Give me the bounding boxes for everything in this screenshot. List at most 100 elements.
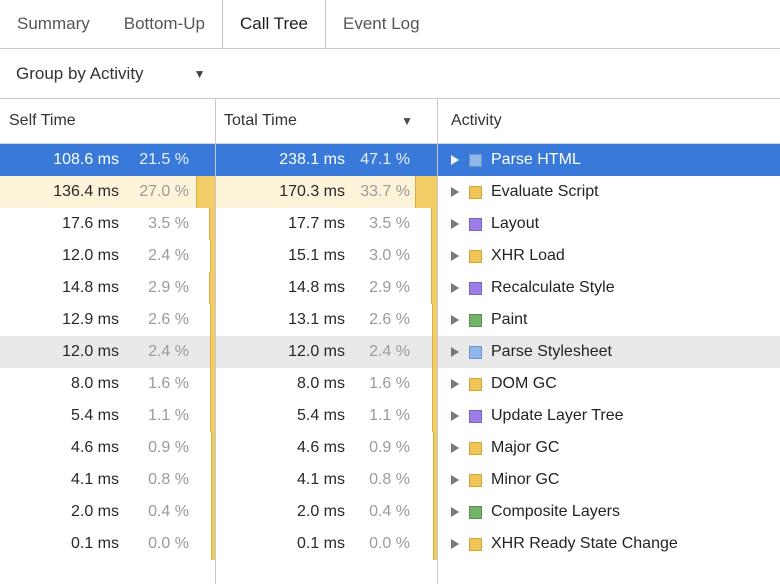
tab-call-tree[interactable]: Call Tree (221, 0, 327, 48)
self-time-cell: 5.4 ms 1.1 % (0, 400, 215, 432)
self-time-percent: 1.1 % (148, 407, 189, 424)
expand-arrow-icon[interactable] (451, 539, 459, 549)
table-row[interactable]: 12.0 ms 2.4 % 15.1 ms 3.0 % XHR Load (0, 240, 780, 272)
activity-label: Major GC (491, 439, 560, 456)
table-row[interactable]: 0.1 ms 0.0 % 0.1 ms 0.0 % XHR Ready Stat… (0, 528, 780, 560)
self-time-percent: 0.8 % (148, 471, 189, 488)
self-time-cell: 12.0 ms 2.4 % (0, 336, 215, 368)
self-time-cell: 12.9 ms 2.6 % (0, 304, 215, 336)
self-time-value: 12.9 ms (62, 311, 119, 328)
self-time-value: 2.0 ms (70, 503, 119, 520)
total-time-cell: 12.0 ms 2.4 % (215, 336, 437, 368)
activity-header-label: Activity (451, 112, 502, 129)
expand-arrow-icon[interactable] (451, 411, 459, 421)
total-time-value: 4.1 ms (296, 471, 345, 488)
self-percent-bar (210, 368, 215, 400)
activity-label: XHR Load (491, 247, 565, 264)
expand-arrow-icon[interactable] (451, 219, 459, 229)
group-by-select[interactable]: Group by Activity ▼ (16, 64, 205, 84)
tab-summary[interactable]: Summary (17, 14, 90, 33)
expand-arrow-icon[interactable] (451, 283, 459, 293)
total-time-cell: 4.6 ms 0.9 % (215, 432, 437, 464)
grid-header: Self Time Total Time ▼ Activity (0, 99, 780, 144)
activity-label: Layout (491, 215, 540, 232)
table-row[interactable]: 4.1 ms 0.8 % 4.1 ms 0.8 % Minor GC (0, 464, 780, 496)
activity-cell: XHR Ready State Change (437, 528, 780, 560)
total-time-cell: 8.0 ms 1.6 % (215, 368, 437, 400)
total-percent-bar (432, 432, 437, 464)
total-time-value: 2.0 ms (296, 503, 345, 520)
expand-arrow-icon[interactable] (451, 315, 459, 325)
table-row[interactable]: 12.0 ms 2.4 % 12.0 ms 2.4 % Parse Styles… (0, 336, 780, 368)
self-percent-bar (210, 464, 215, 496)
total-time-percent: 0.0 % (369, 535, 410, 552)
table-row[interactable]: 2.0 ms 0.4 % 2.0 ms 0.4 % Composite Laye… (0, 496, 780, 528)
activity-cell: Parse Stylesheet (437, 336, 780, 368)
total-percent-bar (433, 528, 437, 560)
self-time-cell: 2.0 ms 0.4 % (0, 496, 215, 528)
self-time-value: 14.8 ms (62, 279, 119, 296)
expand-arrow-icon[interactable] (451, 155, 459, 165)
expand-arrow-icon[interactable] (451, 379, 459, 389)
activity-cell: XHR Load (437, 240, 780, 272)
table-row[interactable]: 17.6 ms 3.5 % 17.7 ms 3.5 % Layout (0, 208, 780, 240)
table-row[interactable]: 5.4 ms 1.1 % 5.4 ms 1.1 % Update Layer T… (0, 400, 780, 432)
activity-label: Parse HTML (491, 151, 581, 168)
dropdown-arrow-icon: ▼ (193, 66, 206, 81)
total-time-cell: 17.7 ms 3.5 % (215, 208, 437, 240)
table-row[interactable]: 12.9 ms 2.6 % 13.1 ms 2.6 % Paint (0, 304, 780, 336)
expand-arrow-icon[interactable] (451, 187, 459, 197)
total-time-cell: 4.1 ms 0.8 % (215, 464, 437, 496)
column-separator (437, 99, 438, 584)
self-percent-bar (209, 240, 215, 272)
table-row[interactable]: 8.0 ms 1.6 % 8.0 ms 1.6 % DOM GC (0, 368, 780, 400)
column-header-total-time[interactable]: Total Time ▼ (215, 99, 437, 143)
self-time-cell: 17.6 ms 3.5 % (0, 208, 215, 240)
total-time-percent: 3.5 % (369, 215, 410, 232)
self-time-cell: 136.4 ms 27.0 % (0, 176, 215, 208)
column-header-self-time[interactable]: Self Time (0, 99, 215, 143)
activity-cell: Parse HTML (437, 144, 780, 176)
group-by-label: Group by Activity (16, 63, 144, 83)
self-time-cell: 8.0 ms 1.6 % (0, 368, 215, 400)
total-time-value: 0.1 ms (296, 535, 345, 552)
self-percent-bar (209, 208, 215, 240)
grouping-toolbar: Group by Activity ▼ (0, 49, 780, 99)
activity-label: DOM GC (491, 375, 557, 392)
column-header-activity[interactable]: Activity (437, 99, 780, 143)
expand-arrow-icon[interactable] (451, 251, 459, 261)
painting-category-icon (469, 313, 482, 327)
activity-label: Recalculate Style (491, 279, 615, 296)
self-time-percent: 0.0 % (148, 535, 189, 552)
activity-cell: Recalculate Style (437, 272, 780, 304)
total-time-value: 4.6 ms (296, 439, 345, 456)
expand-arrow-icon[interactable] (451, 347, 459, 357)
loading-category-icon (469, 153, 482, 167)
table-row[interactable]: 136.4 ms 27.0 % 170.3 ms 33.7 % Evaluate… (0, 176, 780, 208)
total-percent-bar (432, 368, 437, 400)
total-time-header-label: Total Time (224, 112, 297, 129)
tab-event-log[interactable]: Event Log (343, 14, 420, 33)
self-time-cell: 0.1 ms 0.0 % (0, 528, 215, 560)
activity-cell: Evaluate Script (437, 176, 780, 208)
self-time-percent: 0.4 % (148, 503, 189, 520)
total-time-value: 170.3 ms (279, 183, 345, 200)
table-row[interactable]: 14.8 ms 2.9 % 14.8 ms 2.9 % Recalculate … (0, 272, 780, 304)
activity-label: Parse Stylesheet (491, 343, 612, 360)
table-row[interactable]: 4.6 ms 0.9 % 4.6 ms 0.9 % Major GC (0, 432, 780, 464)
tab-bottom-up[interactable]: Bottom-Up (123, 14, 205, 33)
scripting-category-icon (469, 249, 482, 263)
total-time-value: 15.1 ms (288, 247, 345, 264)
total-time-percent: 1.6 % (369, 375, 410, 392)
total-time-percent: 2.9 % (369, 279, 410, 296)
expand-arrow-icon[interactable] (451, 443, 459, 453)
total-percent-bar (431, 240, 437, 272)
activity-label: Evaluate Script (491, 183, 599, 200)
activity-cell: Paint (437, 304, 780, 336)
expand-arrow-icon[interactable] (451, 507, 459, 517)
table-row[interactable]: 108.6 ms 21.5 % 238.1 ms 47.1 % Parse HT… (0, 144, 780, 176)
total-time-percent: 2.6 % (369, 311, 410, 328)
expand-arrow-icon[interactable] (451, 475, 459, 485)
total-time-percent: 47.1 % (360, 151, 410, 168)
total-percent-bar (431, 304, 437, 336)
